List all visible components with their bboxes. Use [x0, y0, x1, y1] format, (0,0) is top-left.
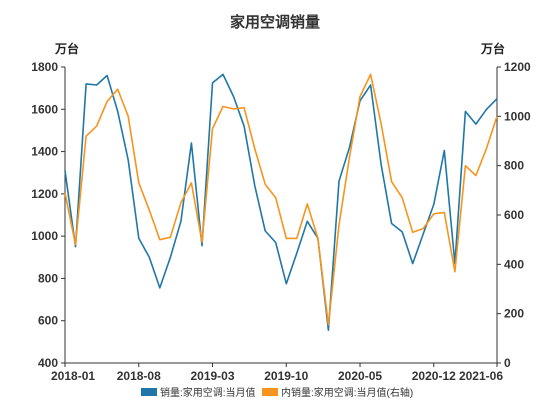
- left-tick-label: 1400: [31, 145, 58, 159]
- x-tick-label: 2018-01: [51, 369, 95, 383]
- right-tick-label: 400: [504, 257, 524, 271]
- series-layer: [64, 73, 498, 332]
- x-axis-ticks: 2018-01 2018-08 2019-03 2019-10 2020-05 2020-…: [51, 363, 503, 383]
- left-tick-label: 600: [38, 314, 58, 328]
- left-tick-label: 1000: [31, 229, 58, 243]
- left-axis-unit: 万台: [54, 41, 79, 56]
- x-tick-label: 2019-10: [264, 369, 308, 383]
- right-tick-label: 1000: [504, 109, 531, 123]
- right-axis-unit: 万台: [480, 41, 505, 56]
- left-axis-ticks: 400 600 800 1000 1200 1400 1600 1800: [31, 60, 65, 370]
- legend-swatch-domestic: [262, 388, 278, 396]
- left-tick-label: 1800: [31, 60, 58, 74]
- right-axis-ticks: 0 200 400 600 800 1000 1200: [497, 60, 531, 370]
- series-line-sales: [64, 73, 498, 332]
- right-tick-label: 600: [504, 208, 524, 222]
- x-tick-label: 2020-05: [338, 369, 382, 383]
- right-tick-label: 800: [504, 159, 524, 173]
- left-tick-label: 400: [38, 356, 58, 370]
- right-tick-label: 0: [504, 356, 511, 370]
- left-tick-label: 1600: [31, 102, 58, 116]
- left-tick-label: 800: [38, 271, 58, 285]
- right-tick-label: 1200: [504, 60, 531, 74]
- legend: 销量:家用空调:当月值 内销量:家用空调:当月值(右轴): [141, 386, 413, 399]
- x-tick-label: 2021-06: [459, 369, 503, 383]
- legend-label-sales: 销量:家用空调:当月值: [160, 386, 256, 399]
- legend-item-domestic[interactable]: 内销量:家用空调:当月值(右轴): [262, 386, 413, 399]
- legend-item-sales[interactable]: 销量:家用空调:当月值: [141, 386, 256, 399]
- series-line-domestic: [64, 73, 498, 326]
- x-tick-label: 2019-03: [190, 369, 234, 383]
- right-tick-label: 200: [504, 307, 524, 321]
- left-tick-label: 1200: [31, 187, 58, 201]
- legend-swatch-sales: [141, 388, 157, 396]
- legend-label-domestic: 内销量:家用空调:当月值(右轴): [281, 386, 413, 399]
- x-tick-label: 2020-12: [412, 369, 456, 383]
- chart-title: 家用空调销量: [230, 13, 320, 31]
- x-tick-label: 2018-08: [117, 369, 161, 383]
